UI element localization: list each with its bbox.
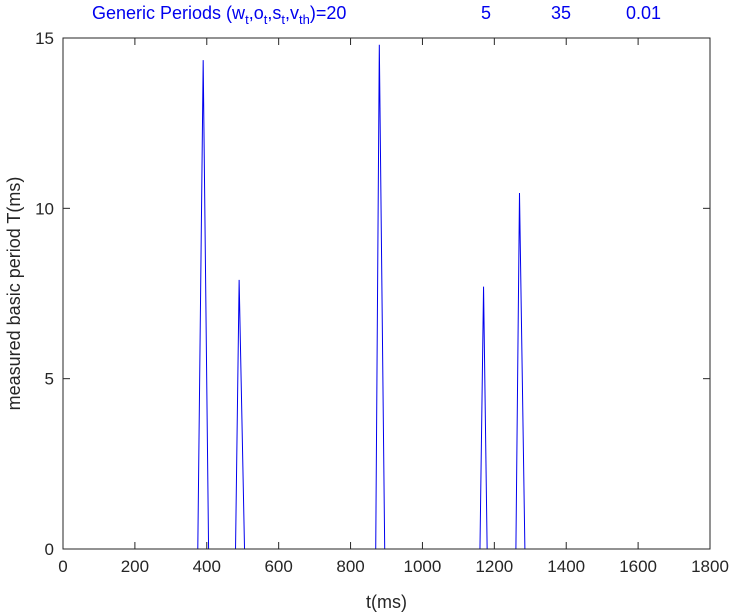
x-tick-label: 400 [193, 557, 221, 576]
x-tick-label: 1400 [547, 557, 585, 576]
y-tick-label: 5 [45, 370, 54, 389]
y-axis-label: measured basic period T(ms) [4, 177, 24, 411]
x-tick-label: 1600 [619, 557, 657, 576]
x-tick-label: 600 [264, 557, 292, 576]
x-axis-label: t(ms) [366, 592, 407, 612]
chart-title-value-2: 35 [551, 3, 571, 23]
x-tick-label: 200 [121, 557, 149, 576]
series-line-0 [63, 44, 639, 550]
chart-title-main: Generic Periods (wt,ot,st,vth)=20 [92, 3, 346, 27]
chart-title: Generic Periods (wt,ot,st,vth)=20 5 35 0… [92, 3, 661, 27]
x-tick-label: 1000 [404, 557, 442, 576]
chart-title-value-3: 0.01 [626, 3, 661, 23]
axes-box [62, 37, 711, 550]
y-tick-label: 10 [35, 199, 54, 218]
x-tick-label: 1200 [475, 557, 513, 576]
plot-area: 0 200 400 600 800 1000 1200 1400 1600 1800 0 5 10 15 [35, 29, 729, 576]
y-tick-label: 0 [45, 540, 54, 559]
x-tick-label: 800 [336, 557, 364, 576]
y-tick-label: 15 [35, 29, 54, 48]
chart-title-value-1: 5 [481, 3, 491, 23]
x-tick-label: 0 [58, 557, 67, 576]
x-tick-label: 1800 [691, 557, 729, 576]
